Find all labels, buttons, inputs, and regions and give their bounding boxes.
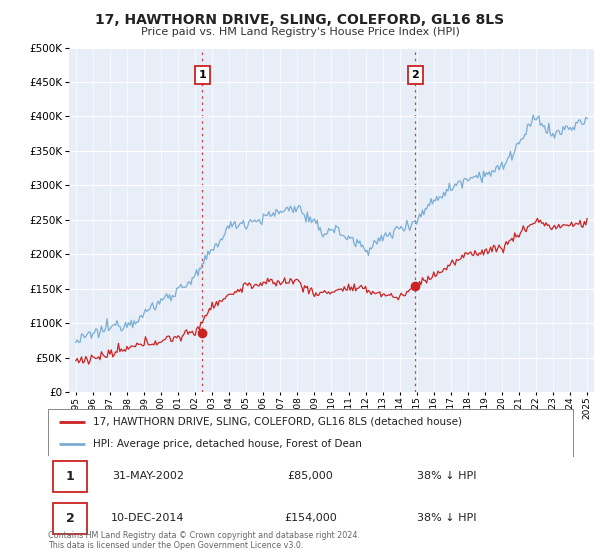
FancyBboxPatch shape — [53, 461, 88, 492]
Text: 38% ↓ HPI: 38% ↓ HPI — [417, 471, 477, 481]
Text: 2: 2 — [412, 70, 419, 80]
Text: 1: 1 — [199, 70, 206, 80]
Text: 10-DEC-2014: 10-DEC-2014 — [111, 513, 185, 523]
Text: Price paid vs. HM Land Registry's House Price Index (HPI): Price paid vs. HM Land Registry's House … — [140, 27, 460, 37]
Text: 31-MAY-2002: 31-MAY-2002 — [112, 471, 184, 481]
Text: 2: 2 — [65, 511, 74, 525]
Text: £154,000: £154,000 — [284, 513, 337, 523]
Text: 1: 1 — [65, 469, 74, 483]
Text: 17, HAWTHORN DRIVE, SLING, COLEFORD, GL16 8LS (detached house): 17, HAWTHORN DRIVE, SLING, COLEFORD, GL1… — [92, 417, 461, 427]
Text: Contains HM Land Registry data © Crown copyright and database right 2024.
This d: Contains HM Land Registry data © Crown c… — [48, 530, 360, 550]
Text: HPI: Average price, detached house, Forest of Dean: HPI: Average price, detached house, Fore… — [92, 438, 361, 449]
Text: 38% ↓ HPI: 38% ↓ HPI — [417, 513, 477, 523]
Text: £85,000: £85,000 — [287, 471, 334, 481]
Text: 17, HAWTHORN DRIVE, SLING, COLEFORD, GL16 8LS: 17, HAWTHORN DRIVE, SLING, COLEFORD, GL1… — [95, 13, 505, 27]
FancyBboxPatch shape — [53, 503, 88, 534]
